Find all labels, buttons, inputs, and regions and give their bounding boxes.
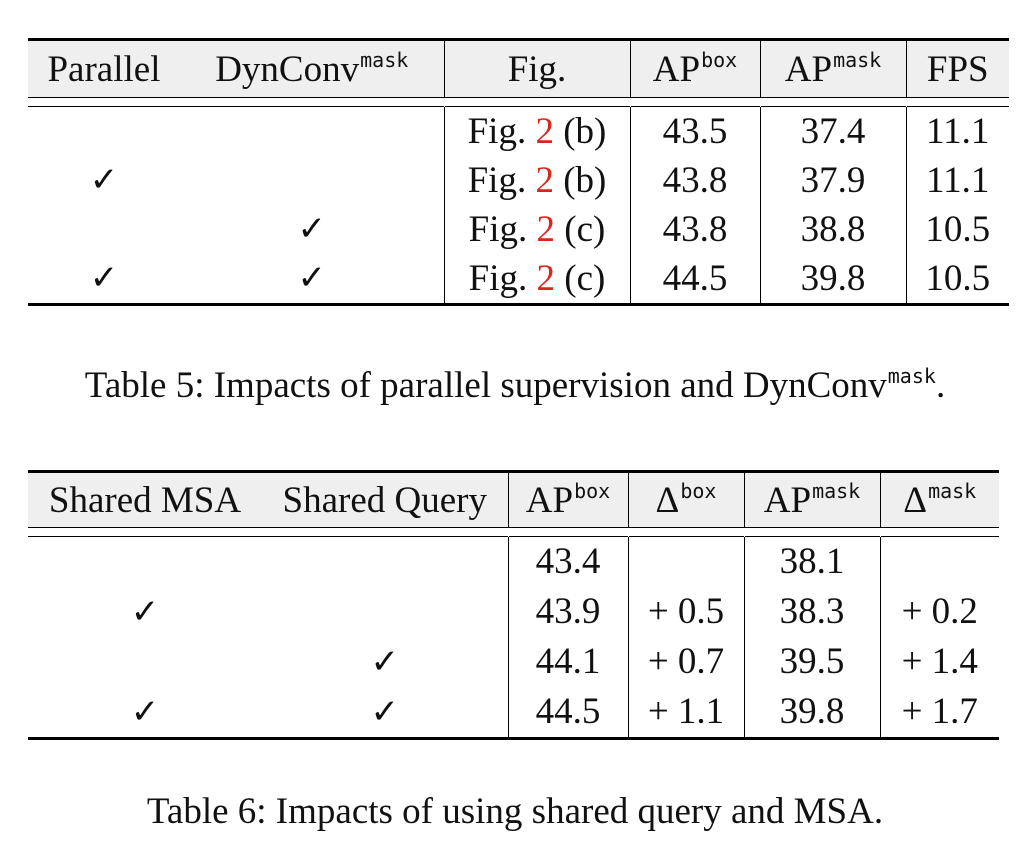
header-ap-box: APbox (629, 39, 760, 98)
parallel-check (28, 107, 180, 157)
header-dynconv: DynConvmask (180, 39, 444, 98)
header-ap-mask: APmask (743, 471, 880, 528)
ap-box-cell: 43.5 (629, 106, 760, 156)
delta-mask-cell: + 1.4 (879, 637, 999, 687)
header-delta-box: Δbox (627, 471, 744, 528)
header-delta-mask: Δmask (879, 471, 999, 528)
delta-mask-cell (879, 536, 999, 587)
dynconv-check (180, 107, 444, 157)
fig-cell: Fig. 2 (c) (443, 205, 630, 254)
table-6-header-row: Shared MSA Shared Query APbox Δbox APmas… (28, 471, 999, 528)
ap-mask-cell: 39.8 (743, 687, 880, 739)
parallel-check: ✓ (89, 258, 119, 298)
figure-reference[interactable]: 2 (535, 160, 554, 201)
shared-query-check: ✓ (370, 642, 400, 682)
ap-mask-cell: 38.3 (743, 587, 880, 637)
fig-cell: Fig. 2 (c) (443, 254, 630, 305)
delta-box-cell: + 0.7 (627, 637, 744, 687)
parallel-check: ✓ (89, 160, 119, 200)
table-5-spacer (28, 98, 1009, 107)
dynconv-check: ✓ (297, 258, 327, 298)
shared-query-check (262, 587, 508, 637)
table-row: ✓ 44.1 + 0.7 39.5 + 1.4 (28, 637, 999, 687)
shared-msa-check: ✓ (130, 592, 160, 632)
header-fps: FPS (905, 39, 1009, 98)
table-6: Shared MSA Shared Query APbox Δbox APmas… (28, 470, 999, 740)
header-ap-mask: APmask (759, 39, 906, 98)
shared-msa-check (28, 637, 262, 687)
table-row: ✓ ✓ 44.5 + 1.1 39.8 + 1.7 (28, 687, 999, 739)
table-5-caption: Table 5: Impacts of parallel supervision… (84, 364, 946, 406)
table-row: 43.4 38.1 (28, 536, 999, 588)
ap-mask-cell: 39.8 (759, 254, 906, 305)
shared-msa-check: ✓ (130, 692, 160, 732)
fps-cell: 11.1 (905, 106, 1009, 156)
ap-mask-cell: 37.4 (759, 106, 906, 156)
shared-query-check: ✓ (370, 692, 400, 732)
figure-reference[interactable]: 2 (536, 209, 556, 250)
delta-box-cell (627, 536, 744, 587)
figure-reference[interactable]: 2 (536, 258, 556, 299)
delta-box-cell: + 0.5 (627, 587, 744, 637)
ap-mask-cell: 37.9 (759, 156, 906, 205)
header-parallel: Parallel (28, 39, 180, 98)
header-fig: Fig. (443, 39, 630, 98)
ap-box-cell: 43.8 (629, 156, 760, 205)
ap-box-cell: 43.4 (507, 536, 628, 587)
ap-box-cell: 44.5 (629, 254, 760, 305)
header-ap-box: APbox (507, 471, 628, 528)
fps-cell: 10.5 (905, 205, 1009, 254)
ap-mask-cell: 39.5 (743, 637, 880, 687)
table-6-caption: Table 6: Impacts of using shared query a… (146, 791, 884, 832)
figure-reference[interactable]: 2 (535, 111, 554, 152)
header-shared-query: Shared Query (262, 471, 508, 528)
ap-mask-cell: 38.1 (743, 536, 880, 587)
dynconv-check (180, 156, 444, 205)
delta-box-cell: + 1.1 (627, 687, 744, 739)
dynconv-check: ✓ (297, 209, 327, 249)
fps-cell: 10.5 (905, 254, 1009, 305)
parallel-check (28, 205, 180, 254)
fps-cell: 11.1 (905, 156, 1009, 205)
ap-mask-cell: 38.8 (759, 205, 906, 254)
fig-cell: Fig. 2 (b) (443, 106, 630, 156)
ap-box-cell: 43.8 (629, 205, 760, 254)
fig-cell: Fig. 2 (b) (443, 156, 630, 205)
table-row: ✓ ✓ Fig. 2 (c) 44.5 39.8 10.5 (28, 254, 1009, 305)
ap-box-cell: 44.5 (507, 687, 628, 739)
delta-mask-cell: + 0.2 (879, 587, 999, 637)
table-6-spacer (28, 528, 999, 537)
table-5: Parallel DynConvmask Fig. APbox APmask F… (28, 38, 1009, 306)
ap-box-cell: 44.1 (507, 637, 628, 687)
table-row: ✓ 43.9 + 0.5 38.3 + 0.2 (28, 587, 999, 637)
ap-box-cell: 43.9 (507, 587, 628, 637)
table-5-header-row: Parallel DynConvmask Fig. APbox APmask F… (28, 39, 1009, 98)
table-row: ✓ Fig. 2 (c) 43.8 38.8 10.5 (28, 205, 1009, 254)
header-shared-msa: Shared MSA (28, 471, 262, 528)
delta-mask-cell: + 1.7 (879, 687, 999, 739)
table-row: ✓ Fig. 2 (b) 43.8 37.9 11.1 (28, 156, 1009, 205)
shared-msa-check (28, 537, 262, 588)
shared-query-check (262, 537, 508, 588)
table-row: Fig. 2 (b) 43.5 37.4 11.1 (28, 106, 1009, 157)
